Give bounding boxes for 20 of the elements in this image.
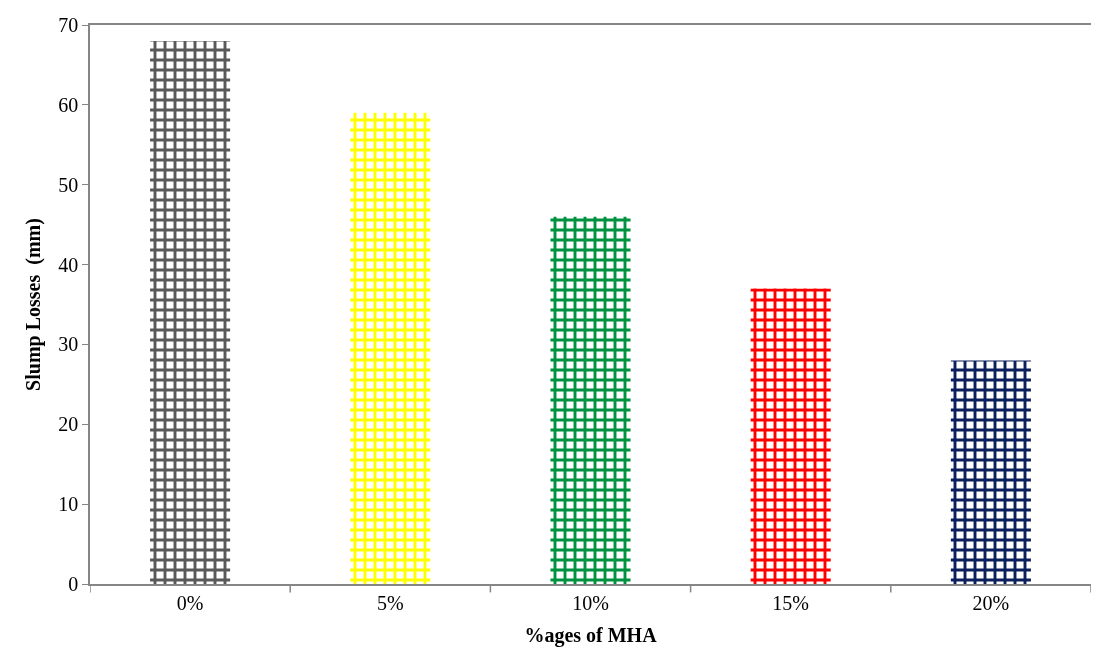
- x-tick-label: 20%: [972, 591, 1010, 614]
- bar: [550, 216, 631, 584]
- x-tick-label: 5%: [376, 591, 404, 614]
- y-tick-label: 30: [58, 333, 79, 356]
- x-axis-title: %ages of MHA: [524, 623, 658, 647]
- y-tick-label: 70: [58, 14, 79, 36]
- y-tick-label: 0: [68, 573, 79, 595]
- bar: [150, 40, 231, 584]
- y-tick-label: 50: [58, 173, 79, 196]
- y-tick-label: 60: [58, 93, 79, 116]
- bar: [350, 112, 431, 584]
- bar: [750, 288, 831, 584]
- x-tick-label: 10%: [572, 591, 609, 614]
- x-tick-label: 15%: [772, 591, 810, 614]
- y-axis-title: Slump Losses (mm): [22, 218, 46, 391]
- y-tick-label: 20: [58, 413, 79, 436]
- y-tick-label: 10: [58, 493, 79, 516]
- x-tick-label: 0%: [176, 591, 204, 614]
- y-tick-label: 40: [58, 253, 79, 276]
- bar: [950, 360, 1031, 584]
